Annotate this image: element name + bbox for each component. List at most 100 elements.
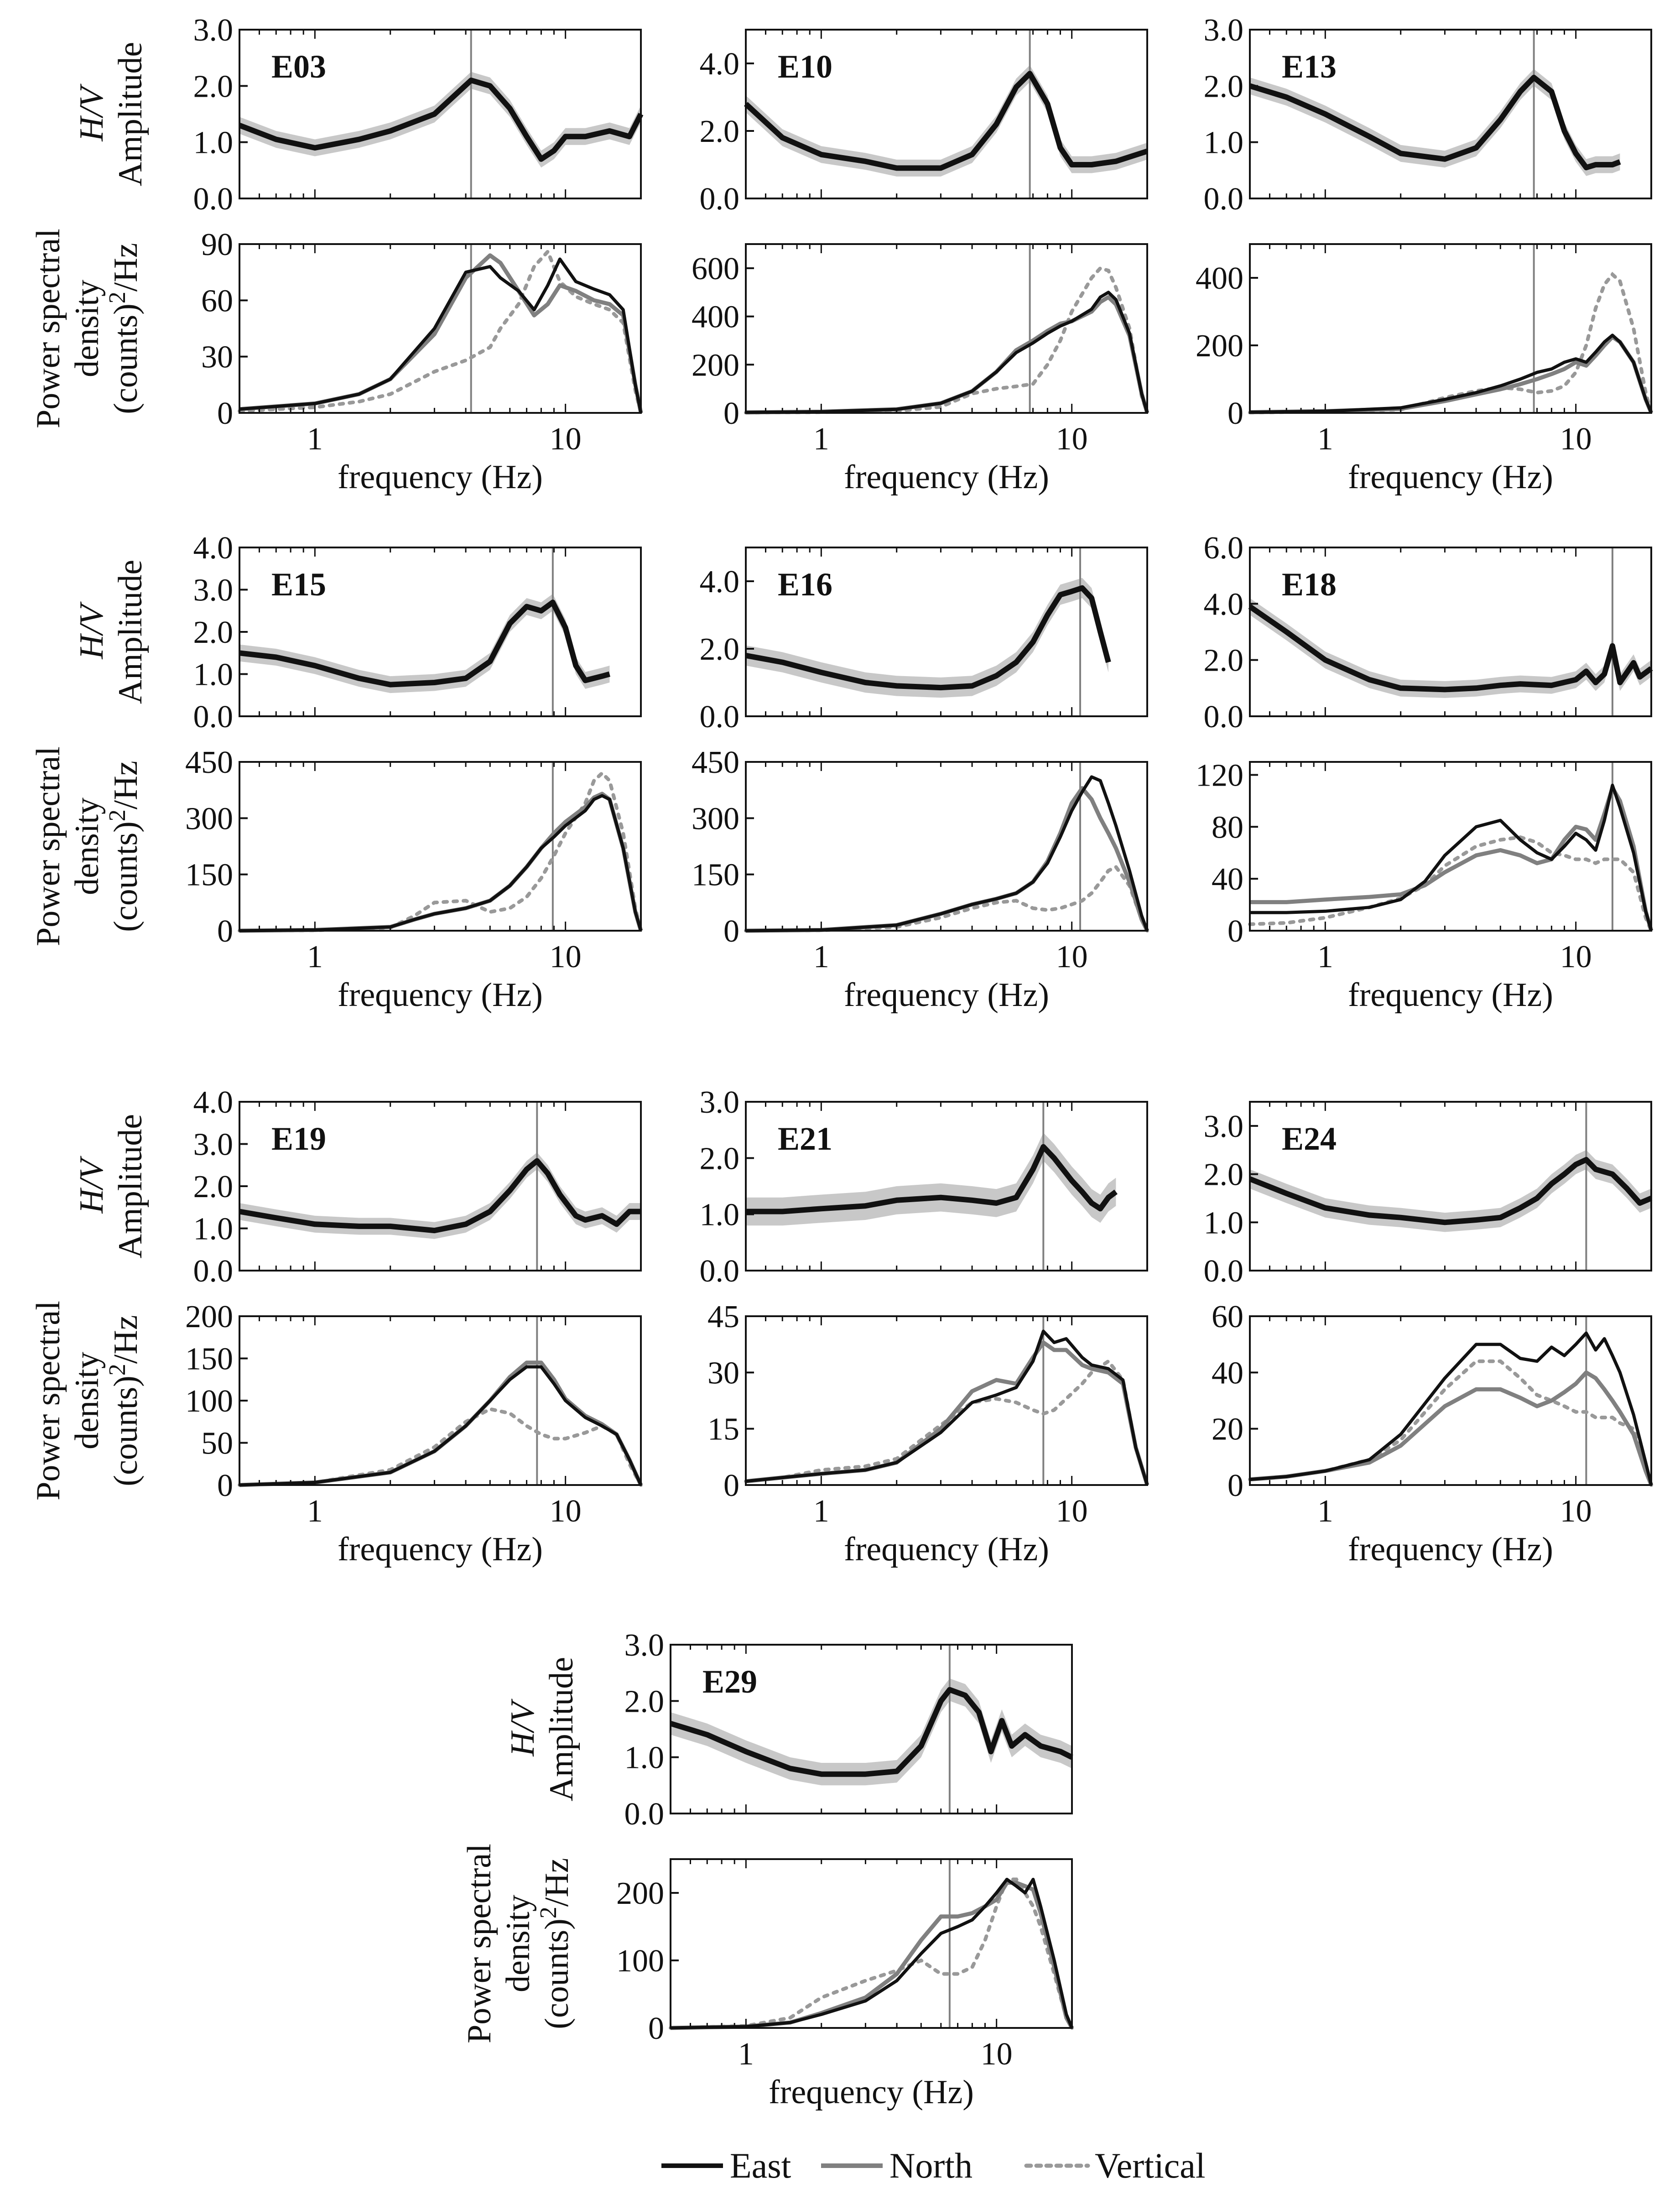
hv-ytick-label: 0.0 [700,699,740,735]
psd-frame [745,1315,1148,1486]
psd-north-series [1249,1370,1654,1486]
psd-ytick-label: 40 [1212,1355,1243,1391]
psd-frame [1249,1315,1652,1486]
station-label: E24 [1282,1120,1337,1157]
psd-ytick-label: 300 [185,801,233,836]
psd-ytick-label: 150 [692,858,739,893]
hv-ylabel-amplitude: Amplitude [112,560,149,704]
x-axis-title: frequency (Hz) [338,459,543,496]
psd-ytick-label: 300 [692,801,739,836]
hv-ytick-label: 0.0 [700,182,740,217]
station-label: E15 [271,566,326,603]
hv-curve [744,71,1148,171]
psd-xtick-label: 10 [550,1494,582,1529]
psd-xtick-label: 1 [1317,422,1333,457]
hv-ytick-label: 1.0 [193,1212,234,1247]
psd-xtick-label: 10 [1560,939,1592,975]
x-axis-title: frequency (Hz) [338,976,543,1014]
psd-vertical-series [1248,271,1653,415]
psd-xtick-label: 10 [1560,422,1592,457]
psd-north-series [239,1360,643,1487]
legend-east-label: East [730,2146,791,2185]
psd-north-series [1250,786,1654,932]
station-label: E13 [1282,48,1337,85]
hv-ytick-label: 0.0 [624,1797,665,1832]
hv-ylabel-hv: H/V [504,1699,541,1757]
psd-vertical-series [238,771,643,933]
psd-ytick-label: 0 [723,1468,739,1503]
psd-ytick-label: 60 [201,283,233,318]
station-label: E10 [778,48,832,85]
psd-ytick-label: 15 [707,1412,739,1447]
hv-frame [1249,547,1652,717]
psd-xtick-label: 10 [1056,422,1088,457]
hv-curve [239,1158,641,1234]
psd-east-series [239,1365,643,1487]
psd-ytick-label: 200 [692,348,739,383]
hv-ytick-label: 4.0 [193,531,234,566]
x-axis-title: frequency (Hz) [844,1531,1049,1568]
psd-ytick-label: 50 [201,1426,233,1461]
psd-ylabel-line: density [499,1895,537,1992]
hv-ytick-label: 4.0 [700,47,740,82]
hv-curve [238,78,644,162]
psd-vertical-series [744,266,1149,415]
psd-ytick-label: 100 [616,1944,664,1979]
hv-ytick-label: 1.0 [1204,125,1244,161]
hv-ytick-label: 4.0 [700,564,740,599]
psd-ylabel-line: Power spectral [30,229,67,428]
hv-frame [239,29,642,199]
psd-east-series [745,775,1149,933]
psd-xtick-label: 10 [550,422,582,457]
hv-frame [745,1101,1148,1272]
psd-north-series [670,1881,1074,2030]
hv-ytick-label: 2.0 [1204,69,1244,104]
hv-ytick-label: 1.0 [700,1198,740,1233]
hv-curve [1248,604,1653,693]
psd-ylabel-units: (counts)2/Hz [104,243,145,414]
hv-ytick-label: 3.0 [1204,1109,1244,1144]
hv-std-band [239,72,641,168]
hv-ytick-label: 2.0 [193,69,234,104]
station-label: E19 [271,1120,326,1157]
psd-xtick-label: 10 [550,939,582,975]
psd-xtick-label: 10 [1056,939,1088,975]
psd-frame [239,1315,642,1486]
hv-curve [239,599,611,688]
station-label: E18 [1282,566,1337,603]
psd-xtick-label: 1 [307,939,323,975]
psd-ytick-label: 150 [185,858,233,893]
hv-ytick-label: 2.0 [700,632,740,667]
x-axis-title: frequency (Hz) [844,459,1049,496]
legend-north-label: North [889,2146,973,2185]
psd-east-series [745,291,1149,414]
psd-ytick-label: 200 [616,1876,664,1911]
psd-ytick-label: 0 [723,914,739,949]
psd-ylabel-units: (counts)2/Hz [536,1858,576,2029]
legend-vertical-label: Vertical [1095,2146,1206,2185]
hv-ylabel-amplitude: Amplitude [543,1657,580,1802]
psd-ytick-label: 450 [185,745,233,780]
psd-xtick-label: 1 [813,422,829,457]
hv-ytick-label: 3.0 [193,573,234,608]
psd-frame [745,761,1148,932]
hv-ytick-label: 0.0 [193,182,234,217]
hv-ytick-label: 1.0 [193,657,234,693]
psd-ytick-label: 90 [201,227,233,262]
hv-ylabel-amplitude: Amplitude [112,42,149,187]
x-axis-title: frequency (Hz) [1348,459,1553,496]
psd-vertical-series [744,865,1149,933]
psd-east-series [745,1329,1149,1486]
psd-vertical-series [744,1359,1149,1487]
hv-ytick-label: 1.0 [624,1741,665,1776]
psd-east-series [239,257,643,413]
psd-frame [1249,243,1652,414]
psd-ytick-label: 150 [185,1342,233,1377]
hv-ytick-label: 3.0 [700,1085,740,1120]
psd-vertical-series [238,248,643,415]
